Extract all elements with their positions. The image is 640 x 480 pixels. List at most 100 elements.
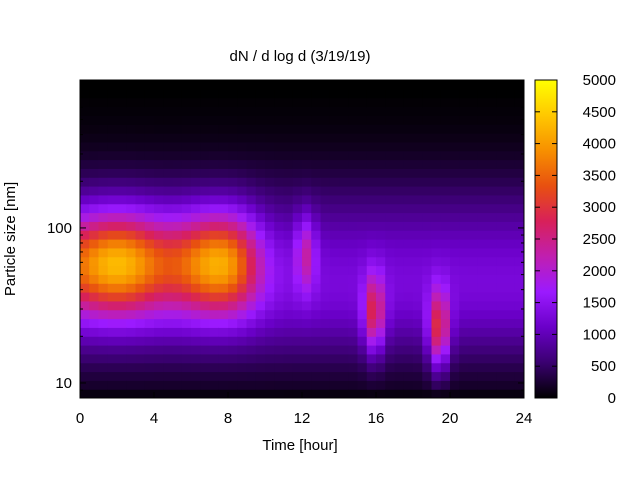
heatmap-cell xyxy=(200,194,211,205)
heatmap-cell xyxy=(98,336,109,346)
heatmap-cell xyxy=(154,371,164,381)
heatmap-cell xyxy=(154,97,164,108)
heatmap-cell xyxy=(274,106,285,116)
heatmap-cell xyxy=(366,177,377,187)
heatmap-cell xyxy=(135,345,146,355)
heatmap-cell xyxy=(302,327,312,337)
heatmap-cell xyxy=(413,380,423,390)
heatmap-cell xyxy=(468,371,479,381)
heatmap-cell xyxy=(246,389,257,398)
heatmap-cell xyxy=(144,318,155,328)
heatmap-cell xyxy=(339,159,349,169)
heatmap-cell xyxy=(255,133,266,143)
heatmap-cell xyxy=(459,203,470,214)
heatmap-cell xyxy=(274,265,285,275)
heatmap-cell xyxy=(450,221,460,231)
heatmap-cell xyxy=(172,318,183,328)
heatmap-cell xyxy=(459,124,470,134)
heatmap-cell xyxy=(218,186,229,196)
heatmap-cell xyxy=(468,203,479,214)
heatmap-cell xyxy=(89,265,100,275)
heatmap-cell xyxy=(172,292,183,302)
heatmap-cell xyxy=(228,203,238,214)
heatmap-cell xyxy=(496,256,507,267)
heatmap-cell xyxy=(228,256,238,267)
heatmap-cell xyxy=(246,362,257,373)
heatmap-cell xyxy=(394,141,405,152)
heatmap-cell xyxy=(403,133,414,143)
heatmap-cell xyxy=(514,150,524,161)
heatmap-cell xyxy=(126,221,137,231)
heatmap-cell xyxy=(117,186,127,196)
heatmap-cell xyxy=(154,283,164,293)
heatmap-cell xyxy=(98,239,109,249)
heatmap-cell xyxy=(117,265,127,275)
heatmap-cell xyxy=(505,283,516,293)
heatmap-cell xyxy=(366,247,377,258)
heatmap-cell xyxy=(394,239,405,249)
heatmap-cell xyxy=(376,124,386,134)
heatmap-cell xyxy=(320,265,331,275)
heatmap-cell xyxy=(172,274,183,284)
heatmap-cell xyxy=(477,353,488,364)
heatmap-cell xyxy=(514,309,524,320)
heatmap-cell xyxy=(117,80,127,90)
heatmap-cell xyxy=(348,186,359,196)
heatmap-cell xyxy=(403,230,414,240)
heatmap-cell xyxy=(246,177,257,187)
heatmap-cell xyxy=(514,133,524,143)
heatmap-cell xyxy=(98,256,109,267)
heatmap-cell xyxy=(440,283,451,293)
heatmap-cell xyxy=(246,371,257,381)
heatmap-cell xyxy=(496,353,507,364)
heatmap-cell xyxy=(218,80,229,90)
heatmap-cell xyxy=(320,318,331,328)
heatmap-cell xyxy=(394,256,405,267)
heatmap-cell xyxy=(172,194,183,205)
heatmap-cell xyxy=(348,389,359,398)
heatmap-cell xyxy=(385,168,396,178)
heatmap-cell xyxy=(302,353,312,364)
heatmap-cell xyxy=(394,318,405,328)
heatmap-cell xyxy=(357,362,368,373)
heatmap-cell xyxy=(181,389,192,398)
heatmap-cell xyxy=(172,300,183,311)
heatmap-cell xyxy=(181,159,192,169)
heatmap-cell xyxy=(172,380,183,390)
heatmap-cell xyxy=(89,106,100,116)
heatmap-cell xyxy=(320,212,331,222)
heatmap-cell xyxy=(487,239,497,249)
heatmap-cell xyxy=(477,371,488,381)
heatmap-cell xyxy=(431,133,442,143)
heatmap-cell xyxy=(422,274,433,284)
heatmap-cell xyxy=(218,336,229,346)
heatmap-cell xyxy=(107,353,118,364)
heatmap-cell xyxy=(163,274,174,284)
heatmap-cell xyxy=(302,212,312,222)
heatmap-cell xyxy=(329,203,340,214)
heatmap-cell xyxy=(144,150,155,161)
heatmap-cell xyxy=(459,88,470,99)
x-tick-label: 20 xyxy=(442,410,459,427)
heatmap-cell xyxy=(431,283,442,293)
heatmap-cell xyxy=(450,283,460,293)
heatmap-cell xyxy=(163,186,174,196)
heatmap-cell xyxy=(487,124,497,134)
heatmap-cell xyxy=(339,194,349,205)
heatmap-cell xyxy=(89,292,100,302)
heatmap-cell xyxy=(311,371,322,381)
heatmap-cell xyxy=(246,141,257,152)
heatmap-cell xyxy=(283,309,294,320)
heatmap-cell xyxy=(366,212,377,222)
heatmap-cell xyxy=(228,283,238,293)
heatmap-cell xyxy=(477,150,488,161)
heatmap-cell xyxy=(459,318,470,328)
heatmap-cell xyxy=(487,194,497,205)
heatmap-cell xyxy=(320,362,331,373)
heatmap-cell xyxy=(431,97,442,108)
heatmap-cell xyxy=(413,318,423,328)
heatmap-cell xyxy=(292,380,303,390)
y-tick-label: 100 xyxy=(47,220,72,237)
heatmap-cell xyxy=(302,256,312,267)
heatmap-cell xyxy=(357,186,368,196)
